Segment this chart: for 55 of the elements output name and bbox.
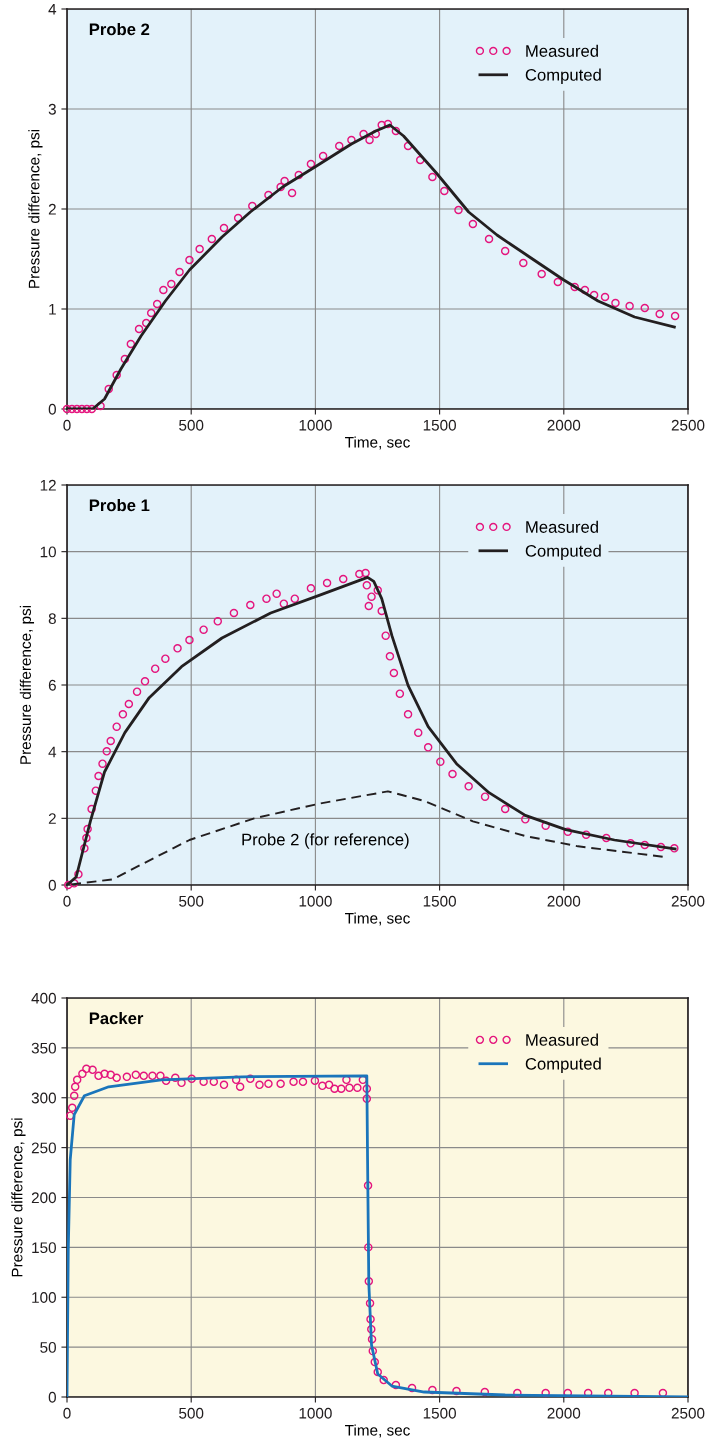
y-tick-label: 300 bbox=[31, 1092, 56, 1104]
text: Packer bbox=[89, 1011, 144, 1025]
y-tick-label: 2 bbox=[48, 813, 56, 824]
y-axis-title: Pressure difference, psi bbox=[11, 1118, 26, 1277]
text: Probe 2 bbox=[89, 23, 150, 36]
y-tick-label: 50 bbox=[40, 1341, 56, 1353]
y-tick-label: 3 bbox=[48, 103, 56, 115]
x-tick-label: 0 bbox=[63, 895, 71, 907]
y-tick-label: 4 bbox=[48, 746, 57, 758]
x-tick-label: 2500 bbox=[671, 1407, 705, 1419]
x-tick-label: 2500 bbox=[671, 895, 705, 907]
x-tick-label: 500 bbox=[179, 1407, 204, 1419]
y-tick-label: 0 bbox=[48, 1391, 56, 1403]
x-tick-label: 1500 bbox=[423, 419, 456, 431]
y-tick-label: 1 bbox=[49, 304, 56, 315]
y-tick-label: 12 bbox=[40, 479, 56, 491]
x-axis-title: Time, sec bbox=[345, 912, 410, 926]
y-tick-label: 400 bbox=[31, 992, 56, 1004]
y-axis-title: Pressure difference, psi bbox=[19, 605, 35, 764]
x-tick-label: 1500 bbox=[423, 1407, 456, 1419]
y-tick-label: 8 bbox=[48, 613, 56, 625]
legend-label: Measured bbox=[526, 1033, 598, 1046]
y-tick-label: 6 bbox=[48, 679, 56, 691]
y-tick-label: 4 bbox=[48, 4, 57, 15]
x-tick-label: 0 bbox=[63, 1407, 71, 1419]
legend-label: Computed bbox=[525, 68, 601, 85]
x-tick-label: 1500 bbox=[423, 895, 456, 907]
x-tick-label: 2500 bbox=[671, 419, 705, 431]
legend-label: Computed bbox=[525, 1057, 601, 1074]
x-tick-label: 500 bbox=[179, 895, 204, 907]
x-tick-label: 2000 bbox=[547, 419, 581, 431]
x-tick-label: 2000 bbox=[547, 1407, 581, 1419]
y-tick-label: 200 bbox=[31, 1192, 56, 1204]
x-axis-title: Time, sec bbox=[345, 436, 410, 450]
y-axis-title: Pressure difference, psi bbox=[28, 129, 43, 288]
y-tick-label: 2 bbox=[48, 203, 56, 215]
x-axis-title: Time, sec bbox=[345, 1424, 410, 1438]
legend-label: Computed bbox=[525, 544, 601, 561]
x-tick-label: 2000 bbox=[547, 895, 581, 907]
y-tick-label: 250 bbox=[31, 1142, 56, 1154]
y-tick-label: 0 bbox=[48, 879, 56, 891]
x-tick-label: 1000 bbox=[299, 1407, 332, 1419]
y-tick-label: 0 bbox=[48, 403, 56, 415]
legend-label: Measured bbox=[526, 520, 598, 533]
y-tick-label: 10 bbox=[40, 546, 56, 558]
x-tick-label: 1000 bbox=[299, 895, 332, 907]
y-tick-label: 150 bbox=[32, 1242, 56, 1254]
x-tick-label: 0 bbox=[63, 419, 71, 431]
x-tick-label: 500 bbox=[179, 419, 204, 431]
text: Probe 1 bbox=[89, 499, 150, 512]
y-tick-label: 100 bbox=[32, 1292, 56, 1303]
legend-label: Measured bbox=[526, 44, 598, 57]
y-tick-label: 350 bbox=[31, 1042, 56, 1054]
annotation: Probe 2 (for reference) bbox=[242, 833, 409, 849]
x-tick-label: 1000 bbox=[299, 419, 332, 431]
